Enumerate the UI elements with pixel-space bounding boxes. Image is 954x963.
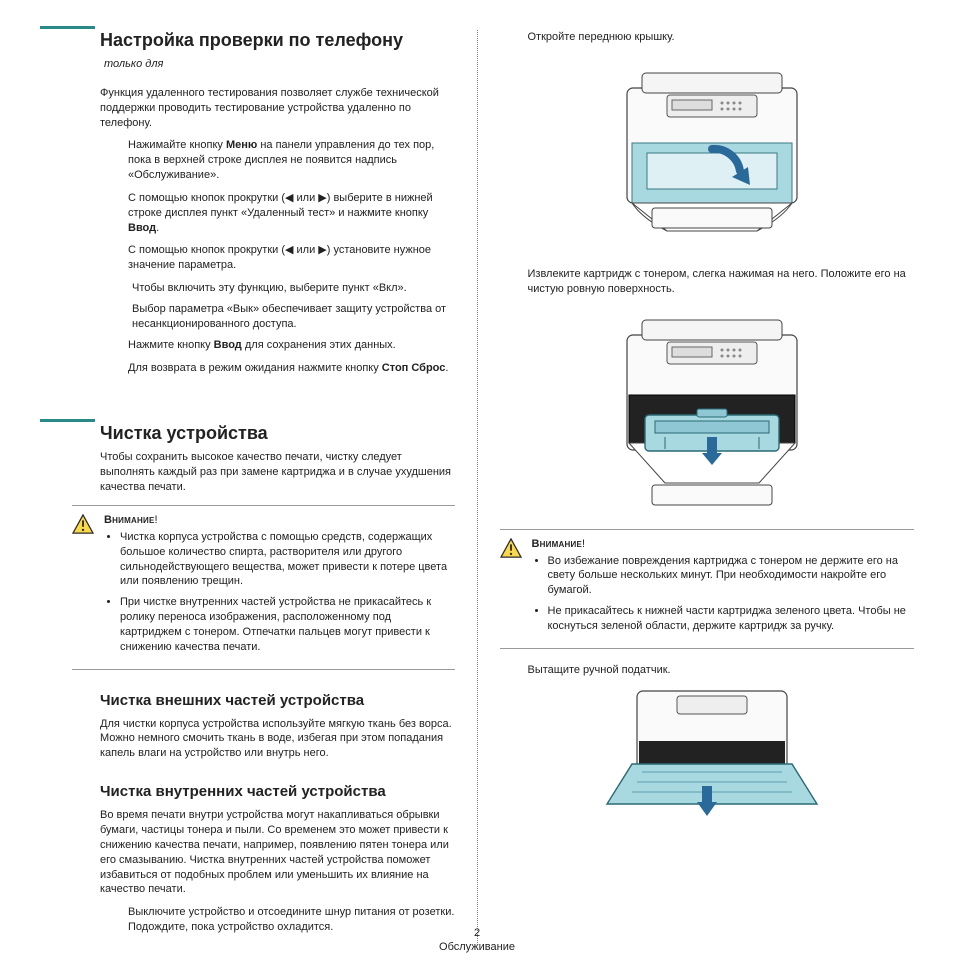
- step-2: С помощью кнопок прокрутки (◀ или ▶) выб…: [128, 191, 455, 236]
- warning-item: Во избежание повреждения картриджа с тон…: [548, 554, 915, 599]
- intro-phone: Функция удаленного тестирования позволяе…: [100, 86, 455, 131]
- page-footer: 2 Обслуживание: [0, 927, 954, 953]
- figure-printer-open: [500, 53, 915, 253]
- heading-internal-clean: Чистка внутренних частей устройства: [100, 783, 455, 800]
- step-3: С помощью кнопок прокрутки (◀ или ▶) уст…: [128, 243, 455, 273]
- figure-printer-cartridge: [500, 305, 915, 515]
- body-internal-clean: Во время печати внутри устройства могут …: [100, 808, 455, 897]
- step-5: Для возврата в режим ожидания нажмите кн…: [128, 361, 455, 376]
- warning-item: Чистка корпуса устройства с помощью сред…: [120, 530, 455, 589]
- step-open-cover: Откройте переднюю крышку.: [528, 30, 915, 45]
- footer-section: Обслуживание: [0, 941, 954, 953]
- caution-icon: [72, 514, 94, 534]
- warning-head: Внимание!: [532, 538, 586, 550]
- intro-cleaning: Чтобы сохранить высокое качество печати,…: [100, 450, 455, 495]
- subtitle-italic: только для: [104, 57, 455, 72]
- page-number: 2: [0, 927, 954, 939]
- step-extract-cart: Извлеките картридж с тонером, слегка наж…: [528, 267, 915, 297]
- warning-item: При чистке внутренних частей устройства …: [120, 595, 455, 654]
- step-4: Нажмите кнопку Ввод для сохранения этих …: [128, 338, 455, 353]
- step-1: Нажимайте кнопку Меню на панели управлен…: [128, 138, 455, 183]
- figure-printer-tray: [500, 686, 915, 836]
- page: Настройка проверки по телефону только дл…: [0, 0, 954, 963]
- warning-box-right: Внимание! Во избежание повреждения картр…: [500, 529, 915, 649]
- column-divider: [477, 30, 478, 943]
- body-external-clean: Для чистки корпуса устройства используйт…: [100, 717, 455, 762]
- caution-icon: [500, 538, 522, 558]
- sub-note-1: Чтобы включить эту функцию, выберите пун…: [132, 281, 455, 296]
- right-column: Откройте переднюю крышку. Извлеките карт…: [482, 30, 915, 943]
- step-pull-tray: Вытащите ручной податчик.: [528, 663, 915, 678]
- left-column: Настройка проверки по телефону только дл…: [40, 30, 473, 943]
- heading-external-clean: Чистка внешних частей устройства: [100, 692, 455, 709]
- warning-box-left: Внимание! Чистка корпуса устройства с по…: [72, 505, 455, 670]
- warning-head: Внимание!: [104, 514, 158, 526]
- heading-cleaning: Чистка устройства: [100, 423, 455, 444]
- warning-item: Не прикасайтесь к нижней части картриджа…: [548, 604, 915, 634]
- heading-phone-check: Настройка проверки по телефону: [100, 30, 455, 51]
- warning-list-right: Во избежание повреждения картриджа с тон…: [532, 554, 915, 634]
- sub-note-2: Выбор параметра «Вык» обеспечивает защит…: [132, 302, 455, 332]
- warning-list-left: Чистка корпуса устройства с помощью сред…: [104, 530, 455, 655]
